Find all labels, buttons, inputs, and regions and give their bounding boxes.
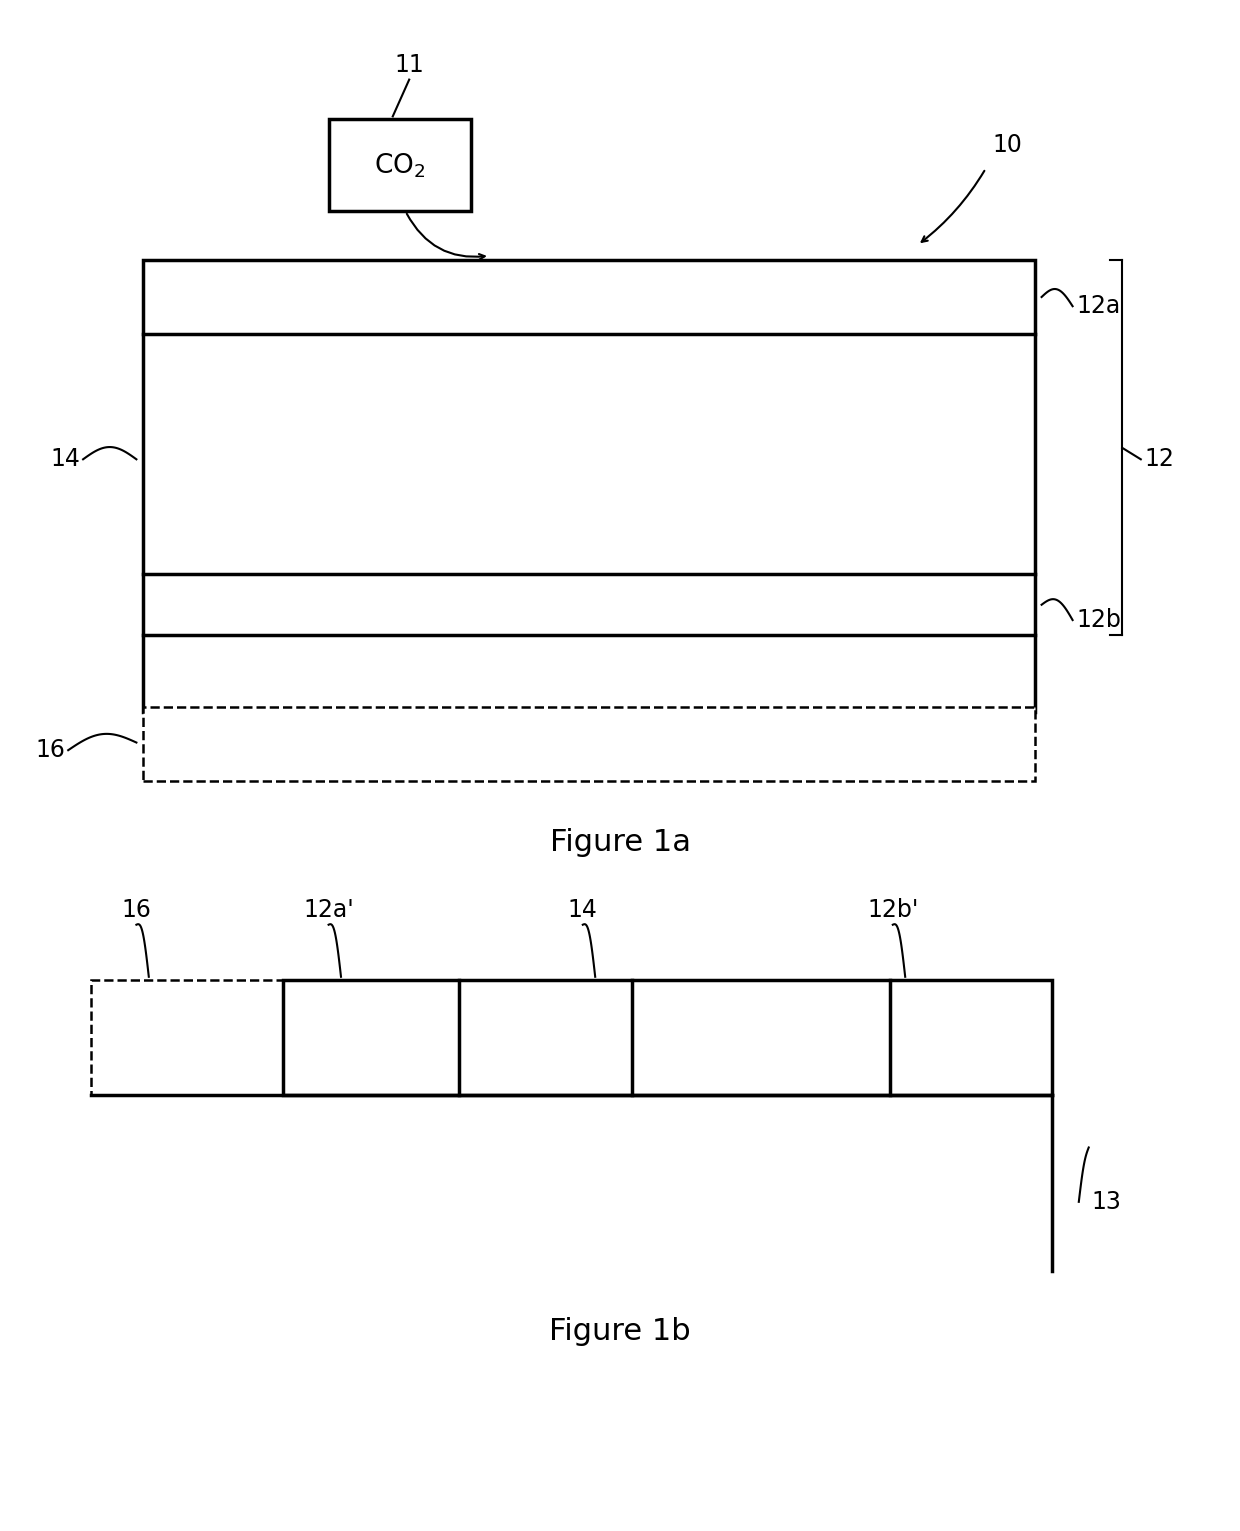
Text: 12a': 12a' (304, 897, 353, 922)
Text: 13: 13 (1091, 1190, 1121, 1214)
Text: 12b': 12b' (867, 897, 919, 922)
Bar (91, 980, 283, 1095)
Text: 10: 10 (992, 133, 1022, 158)
Text: Figure 1b: Figure 1b (549, 1318, 691, 1346)
Text: 14: 14 (51, 447, 81, 472)
Bar (283, 980, 1052, 1095)
Text: 16: 16 (36, 738, 66, 762)
Text: CO$_2$: CO$_2$ (374, 152, 425, 179)
Text: 12b: 12b (1076, 608, 1121, 632)
Text: 12: 12 (1145, 447, 1174, 472)
Bar (143, 260, 1035, 712)
Text: Figure 1a: Figure 1a (549, 828, 691, 856)
Text: 11: 11 (394, 52, 424, 77)
Text: 16: 16 (122, 897, 151, 922)
Text: 12a: 12a (1076, 294, 1121, 318)
Bar (329, 119, 471, 211)
Text: 14: 14 (568, 897, 598, 922)
Bar (143, 707, 1035, 781)
